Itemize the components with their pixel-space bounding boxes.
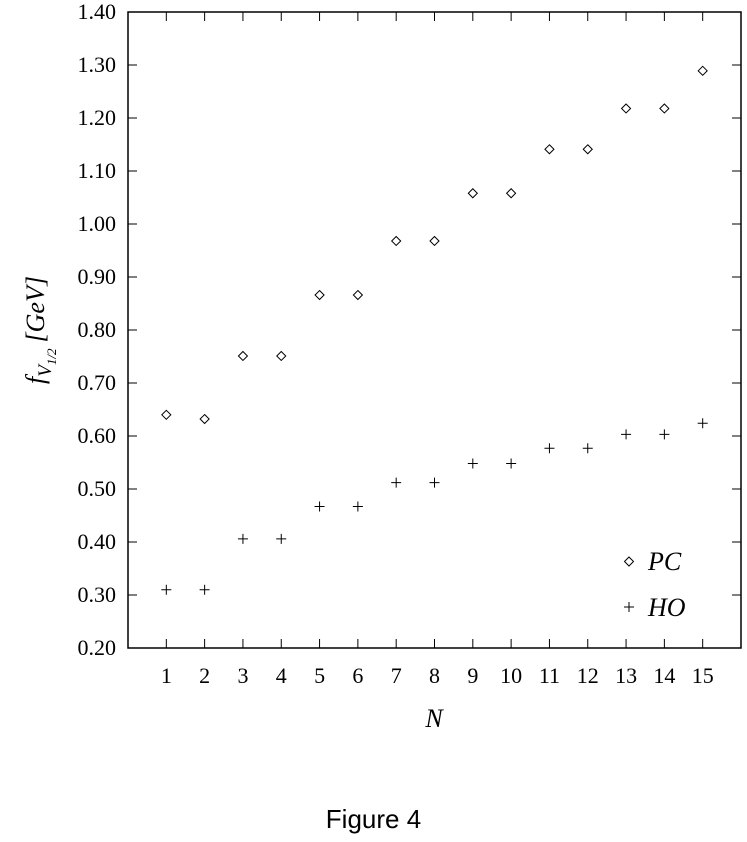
pc-data-point bbox=[505, 188, 517, 199]
data-points bbox=[161, 65, 708, 595]
y-tick-label: 0.50 bbox=[78, 476, 117, 501]
y-tick-label: 0.90 bbox=[78, 264, 117, 289]
figure-caption: Figure 4 bbox=[325, 804, 422, 834]
y-axis-label-sub: V bbox=[35, 363, 56, 377]
x-tick-label: 6 bbox=[352, 663, 363, 688]
ho-data-point bbox=[697, 418, 708, 429]
y-tick-label: 0.30 bbox=[78, 582, 117, 607]
x-tick-label: 12 bbox=[577, 663, 599, 688]
y-axis-label-subsub: 1/2 bbox=[44, 348, 59, 365]
y-tick-label: 1.20 bbox=[78, 105, 117, 130]
ho-data-point bbox=[429, 477, 440, 488]
legend: PC HO bbox=[623, 547, 686, 622]
pc-data-point bbox=[352, 289, 364, 301]
chart: 0.20 0.30 0.40 0.50 0.60 0.70 0.80 0.90 1.00 1.10… bbox=[21, 0, 742, 733]
pc-data-point bbox=[697, 65, 708, 77]
pc-data-point bbox=[582, 144, 593, 155]
svg-text:fV1/2[GeV]: fV1/2 [GeV] bbox=[21, 276, 59, 384]
legend-diamond-marker bbox=[623, 556, 635, 567]
y-tick-label: 0.80 bbox=[78, 317, 117, 342]
legend-plus-marker bbox=[624, 602, 634, 612]
x-tick-label: 11 bbox=[539, 663, 560, 688]
legend-item-ho: HO bbox=[624, 593, 686, 622]
x-axis: 1 2 3 4 5 6 7 8 9 10 11 12 13 14 15 bbox=[161, 12, 714, 688]
ho-data-point bbox=[467, 458, 478, 469]
ho-data-point bbox=[314, 501, 325, 512]
pc-data-point bbox=[161, 409, 172, 421]
pc-data-point bbox=[199, 413, 210, 425]
x-tick-label: 15 bbox=[692, 663, 714, 688]
x-tick-label: 5 bbox=[314, 663, 325, 688]
pc-data-point bbox=[237, 350, 249, 362]
y-tick-label: 1.40 bbox=[78, 0, 117, 24]
x-tick-label: 9 bbox=[467, 663, 478, 688]
pc-data-point bbox=[544, 144, 555, 155]
pc-data-point bbox=[467, 188, 479, 199]
x-tick-label: 8 bbox=[429, 663, 440, 688]
ho-data-point bbox=[199, 584, 210, 595]
ho-data-point bbox=[506, 458, 517, 469]
x-axis-label: N bbox=[424, 704, 444, 733]
x-tick-label: 4 bbox=[276, 663, 287, 688]
legend-item-pc: PC bbox=[623, 547, 682, 576]
ho-data-point bbox=[237, 533, 248, 544]
y-axis-label-main: f bbox=[21, 373, 50, 384]
y-tick-label: 0.20 bbox=[78, 635, 117, 660]
y-axis-label-unit: [GeV] bbox=[21, 276, 50, 342]
pc-data-point bbox=[314, 289, 325, 301]
ho-data-point bbox=[544, 443, 555, 454]
x-tick-label: 14 bbox=[653, 663, 675, 688]
legend-label-ho: HO bbox=[647, 593, 686, 622]
ho-data-point bbox=[582, 443, 593, 454]
x-tick-label: 3 bbox=[237, 663, 248, 688]
x-tick-label: 2 bbox=[199, 663, 210, 688]
pc-data-point bbox=[276, 350, 287, 362]
y-tick-label: 0.40 bbox=[78, 529, 117, 554]
y-axis: 0.20 0.30 0.40 0.50 0.60 0.70 0.80 0.90 1.00 1.10… bbox=[78, 0, 741, 660]
pc-data-point bbox=[429, 235, 440, 247]
y-tick-label: 0.70 bbox=[78, 370, 117, 395]
legend-label-pc: PC bbox=[647, 547, 682, 576]
y-tick-label: 0.60 bbox=[78, 423, 117, 448]
y-tick-label: 1.10 bbox=[78, 158, 117, 183]
ho-data-point bbox=[276, 533, 287, 544]
ho-data-point bbox=[659, 429, 670, 440]
y-axis-label: fV1/2 [GeV] bbox=[21, 276, 59, 384]
ho-data-point bbox=[352, 501, 363, 512]
pc-data-point bbox=[659, 103, 670, 114]
x-tick-label: 10 bbox=[500, 663, 522, 688]
ho-data-point bbox=[621, 429, 632, 440]
x-tick-label: 13 bbox=[615, 663, 637, 688]
ho-data-point bbox=[391, 477, 402, 488]
ho-data-point bbox=[161, 584, 172, 595]
pc-data-point bbox=[390, 235, 402, 247]
y-tick-label: 1.00 bbox=[78, 211, 117, 236]
x-tick-label: 7 bbox=[391, 663, 402, 688]
pc-data-point bbox=[620, 103, 632, 114]
y-tick-label: 1.30 bbox=[78, 52, 117, 77]
x-tick-label: 1 bbox=[161, 663, 172, 688]
